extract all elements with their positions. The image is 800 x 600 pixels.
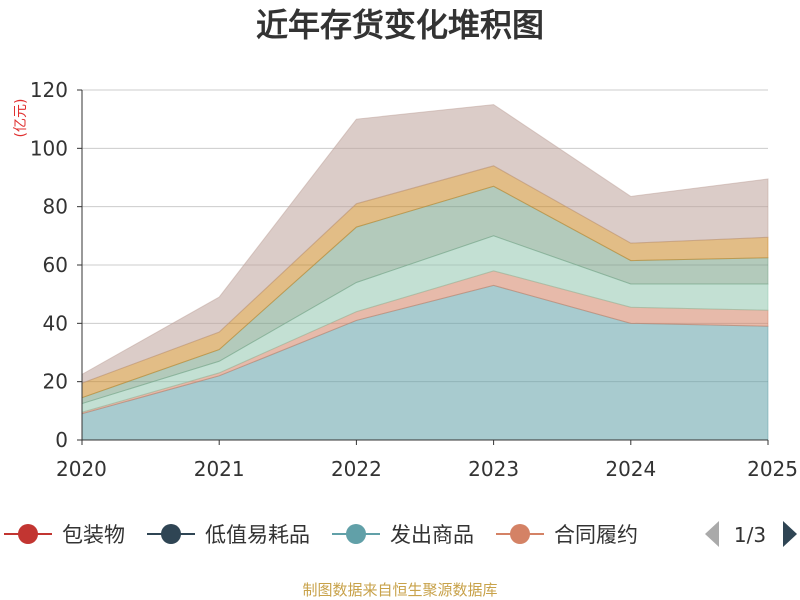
y-axis-unit: (亿元): [13, 99, 29, 138]
legend: 包装物 低值易耗品 发出商品 合同履约 1/3: [4, 512, 800, 556]
x-tick-label: 2023: [468, 457, 519, 481]
legend-marker-icon: [510, 524, 530, 544]
x-tick-label: 2022: [331, 457, 382, 481]
x-tick-label: 2024: [605, 457, 656, 481]
legend-item[interactable]: 合同履约: [496, 523, 638, 547]
legend-page-indicator: 1/3: [734, 523, 766, 547]
legend-marker-icon: [18, 524, 38, 544]
y-tick-label: 60: [43, 253, 68, 277]
legend-label: 低值易耗品: [205, 523, 310, 547]
legend-item[interactable]: 低值易耗品: [147, 523, 310, 547]
axes: 2020 2021 2022 2023 2024 2025: [56, 89, 798, 481]
y-tick-label: 40: [43, 311, 68, 335]
legend-label: 发出商品: [390, 523, 474, 547]
x-tick-label: 2020: [56, 457, 107, 481]
x-tick-label: 2021: [194, 457, 245, 481]
legend-prev-icon[interactable]: [705, 521, 719, 547]
legend-item[interactable]: 包装物: [4, 523, 125, 547]
y-tick-label: 20: [43, 370, 68, 394]
y-tick-label: 80: [43, 195, 68, 219]
source-note: 制图数据来自恒生聚源数据库: [302, 581, 497, 599]
y-tick-label: 120: [30, 78, 68, 102]
legend-label: 合同履约: [554, 523, 638, 547]
area-series: [81, 104, 769, 441]
legend-next-icon[interactable]: [783, 521, 797, 547]
legend-item[interactable]: 发出商品: [332, 523, 474, 547]
y-tick-label: 100: [30, 136, 68, 160]
area-series-7: [81, 104, 769, 384]
legend-label: 包装物: [62, 523, 125, 547]
legend-marker-icon: [161, 524, 181, 544]
y-tick-label: 0: [55, 428, 68, 452]
chart-title: 近年存货变化堆积图: [256, 6, 544, 44]
x-tick-label: 2025: [747, 457, 798, 481]
legend-marker-icon: [346, 524, 366, 544]
